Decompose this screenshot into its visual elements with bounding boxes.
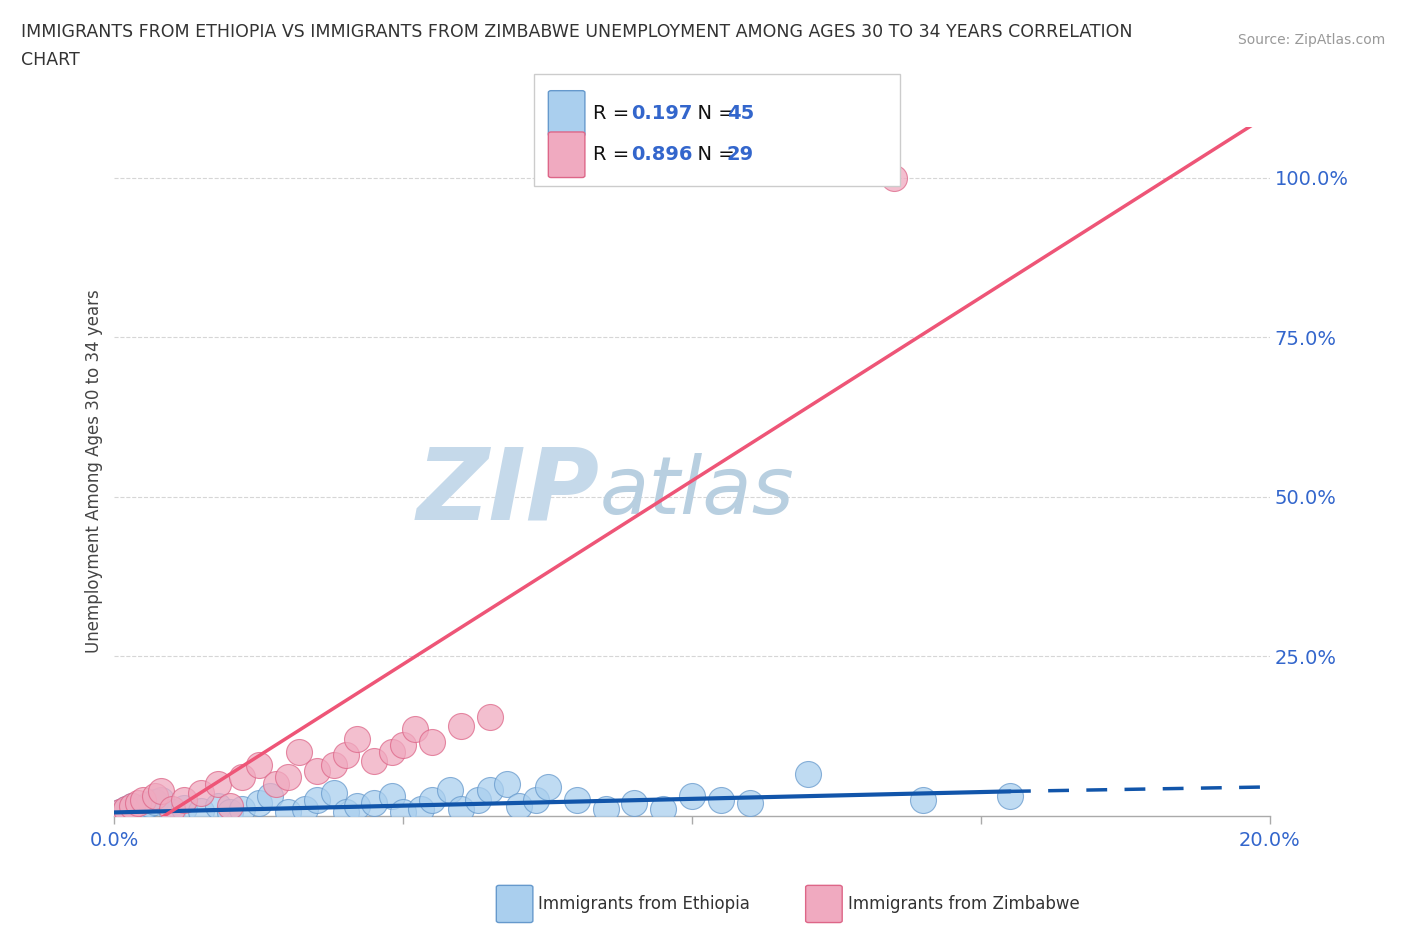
Text: 0.197: 0.197 [631,104,693,123]
Point [409,802,432,817]
Point [623,795,645,810]
Point [681,789,703,804]
Point [335,748,357,763]
Text: 0.896: 0.896 [631,145,693,165]
Text: IMMIGRANTS FROM ETHIOPIA VS IMMIGRANTS FROM ZIMBABWE UNEMPLOYMENT AMONG AGES 30 : IMMIGRANTS FROM ETHIOPIA VS IMMIGRANTS F… [21,23,1133,41]
Point [738,795,761,810]
Point [912,792,935,807]
Point [160,805,183,820]
Point [508,799,530,814]
Point [392,805,415,820]
Point [247,795,270,810]
Text: atlas: atlas [600,453,794,531]
Text: R =: R = [593,145,636,165]
Text: 29: 29 [727,145,754,165]
Point [496,777,519,791]
Point [207,799,229,814]
Point [439,783,461,798]
Point [288,744,311,759]
Text: 45: 45 [727,104,754,123]
Point [294,802,316,817]
Point [346,799,368,814]
Text: N =: N = [685,104,741,123]
Point [190,786,212,801]
Point [138,797,160,812]
Point [450,719,472,734]
Point [710,792,733,807]
Point [127,804,149,818]
Point [305,792,328,807]
Point [115,802,138,817]
Point [207,777,229,791]
Point [420,792,443,807]
Point [363,754,385,769]
Point [231,802,253,817]
Point [381,789,404,804]
Point [478,783,501,798]
Point [259,789,281,804]
Point [420,735,443,750]
Point [247,757,270,772]
Point [173,792,195,807]
Point [595,802,617,817]
Text: Immigrants from Ethiopia: Immigrants from Ethiopia [538,895,751,913]
Text: Source: ZipAtlas.com: Source: ZipAtlas.com [1237,33,1385,46]
Point [565,792,588,807]
Point [335,805,357,820]
Point [467,792,489,807]
Point [108,805,131,820]
Point [537,779,560,794]
Point [143,794,166,809]
Y-axis label: Unemployment Among Ages 30 to 34 years: Unemployment Among Ages 30 to 34 years [86,289,103,653]
Point [796,766,818,781]
Point [219,805,242,820]
Point [323,757,346,772]
Point [127,795,149,810]
Point [323,786,346,801]
Point [190,804,212,818]
Point [121,799,143,814]
Point [883,170,905,185]
Point [478,710,501,724]
Text: ZIP: ZIP [416,444,600,540]
Text: N =: N = [685,145,741,165]
Text: Immigrants from Zimbabwe: Immigrants from Zimbabwe [848,895,1080,913]
Text: R =: R = [593,104,636,123]
Point [404,722,426,737]
Point [305,764,328,778]
Point [115,802,138,817]
Point [219,799,242,814]
Point [346,732,368,747]
Point [143,789,166,804]
Point [160,802,183,817]
Point [277,805,299,820]
Point [132,801,155,816]
Point [363,795,385,810]
Point [450,802,472,817]
Point [231,770,253,785]
Point [381,744,404,759]
Point [108,805,131,820]
Point [173,801,195,816]
Text: CHART: CHART [21,51,80,69]
Point [121,799,143,814]
Point [264,777,287,791]
Point [652,802,675,817]
Point [149,784,172,799]
Point [524,792,547,807]
Point [132,792,155,807]
Point [998,789,1021,804]
Point [392,738,415,753]
Point [149,792,172,807]
Point [277,770,299,785]
